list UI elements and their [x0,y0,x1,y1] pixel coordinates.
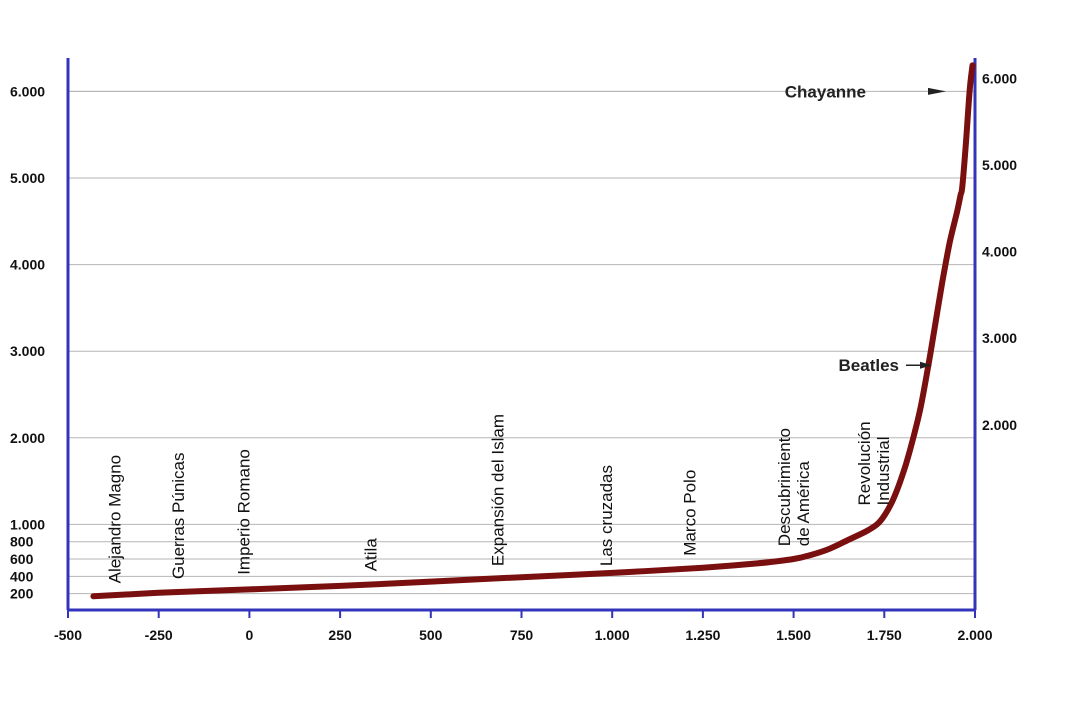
x-tick-label: 1.500 [776,627,811,643]
event-label-group: Revolución Industrial [855,421,893,505]
event-label: de América [794,461,813,547]
event-label: Expansión del Islam [488,414,507,566]
y-tick-label-right: 3.000 [982,330,1017,346]
event-label: Atila [361,538,380,572]
y-tick-label-left: 800 [10,534,34,550]
y-tick-label-right: 4.000 [982,244,1017,260]
x-tick-label: 1.250 [685,627,720,643]
y-tick-label-left: 1.000 [10,516,45,532]
x-tick-label: 500 [419,627,443,643]
y-tick-label-left: 3.000 [10,343,45,359]
event-label: Marco Polo [681,470,700,556]
event-label: Imperio Romano [234,449,253,575]
x-tick-label: 1.000 [595,627,630,643]
axes [66,58,977,618]
callout-chayanne: Chayanne [785,82,866,101]
event-label-group: Imperio Romano [234,449,253,575]
population-line [90,62,976,600]
event-label-group: Expansión del Islam [488,414,507,566]
x-tick-label: -250 [145,627,173,643]
event-label-group: Atila [361,538,380,572]
y-tick-label-left: 200 [10,586,34,602]
y-tick-label-left: 4.000 [10,257,45,273]
x-tick-label: 750 [510,627,534,643]
x-tick-label: 1.750 [867,627,902,643]
event-label-group: Descubrimiento de América [775,428,813,546]
event-label: Las cruzadas [597,465,616,566]
event-label-group: Alejandro Magno [106,455,125,584]
y-tick-label-left: 2.000 [10,430,45,446]
y-tick-label-left: 5.000 [10,170,45,186]
arrow-icon [920,361,932,369]
event-label: Industrial [874,437,893,506]
y-tick-label-left: 6.000 [10,83,45,99]
event-labels: Alejandro Magno Guerras Púnicas Imperio Ro… [106,414,893,583]
event-label-group: Marco Polo [681,470,700,556]
event-label: Alejandro Magno [106,455,125,584]
x-tick-label: 250 [328,627,352,643]
y-tick-label-left: 400 [10,568,34,584]
tick-labels: -500 -250 0 250 500 750 1.000 1.250 1.500 1.750 2.… [10,70,1017,643]
annotations: Chayanne Beatles [70,82,946,375]
series [90,62,976,600]
y-tick-label-right: 5.000 [982,157,1017,173]
y-tick-label-left: 600 [10,551,34,567]
event-label: Revolución [855,421,874,505]
x-tick-label: -500 [54,627,82,643]
x-tick-label: 0 [246,627,254,643]
arrow-icon [928,87,946,95]
callout-beatles: Beatles [839,356,899,375]
event-label-group: Las cruzadas [597,465,616,566]
x-tick-label: 2.000 [957,627,992,643]
y-tick-label-right: 2.000 [982,417,1017,433]
event-label: Guerras Púnicas [169,452,188,579]
y-tick-label-right: 6.000 [982,70,1017,86]
event-label-group: Guerras Púnicas [169,452,188,579]
grid-lines [68,90,975,595]
event-label: Descubrimiento [775,428,794,546]
